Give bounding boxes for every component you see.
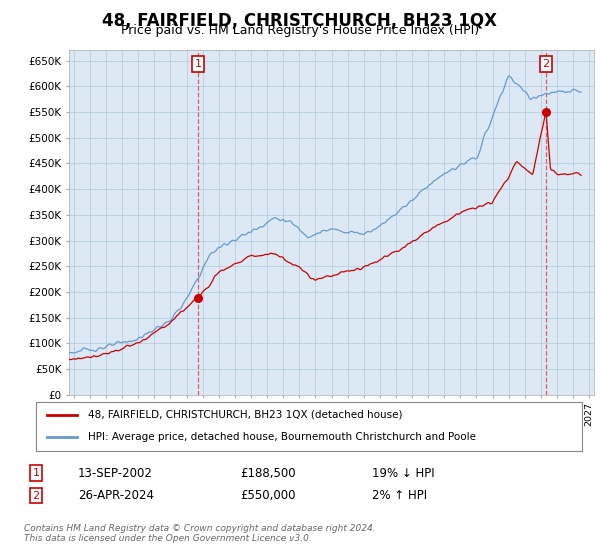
Text: Price paid vs. HM Land Registry's House Price Index (HPI): Price paid vs. HM Land Registry's House … xyxy=(121,24,479,36)
Text: 48, FAIRFIELD, CHRISTCHURCH, BH23 1QX: 48, FAIRFIELD, CHRISTCHURCH, BH23 1QX xyxy=(103,12,497,30)
Text: HPI: Average price, detached house, Bournemouth Christchurch and Poole: HPI: Average price, detached house, Bour… xyxy=(88,432,476,442)
Text: 19% ↓ HPI: 19% ↓ HPI xyxy=(372,466,434,480)
Text: 1: 1 xyxy=(32,468,40,478)
Text: Contains HM Land Registry data © Crown copyright and database right 2024.
This d: Contains HM Land Registry data © Crown c… xyxy=(24,524,376,543)
Text: 13-SEP-2002: 13-SEP-2002 xyxy=(78,466,153,480)
Text: £550,000: £550,000 xyxy=(240,489,296,502)
Text: 26-APR-2024: 26-APR-2024 xyxy=(78,489,154,502)
Text: 2: 2 xyxy=(32,491,40,501)
Text: 1: 1 xyxy=(194,59,202,69)
Text: £188,500: £188,500 xyxy=(240,466,296,480)
Text: 2: 2 xyxy=(542,59,550,69)
Text: 48, FAIRFIELD, CHRISTCHURCH, BH23 1QX (detached house): 48, FAIRFIELD, CHRISTCHURCH, BH23 1QX (d… xyxy=(88,410,403,420)
Text: 2% ↑ HPI: 2% ↑ HPI xyxy=(372,489,427,502)
